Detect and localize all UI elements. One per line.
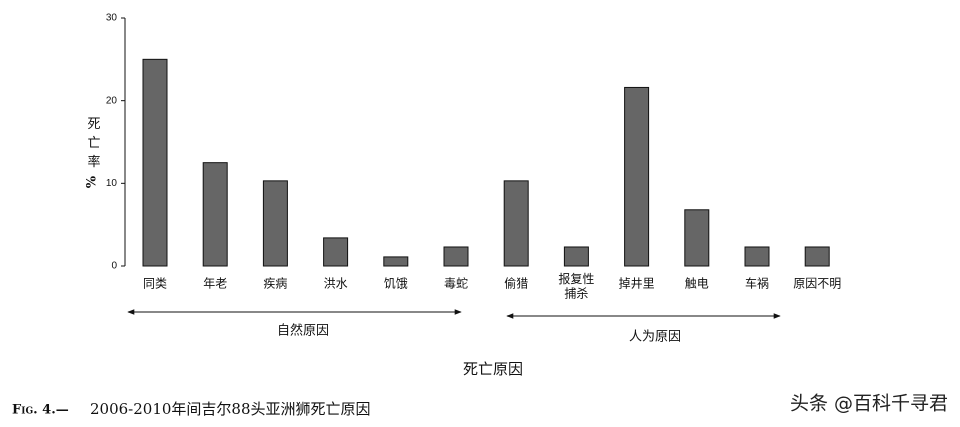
y-axis-label: 死亡率 (85, 117, 101, 174)
watermark: 头条 @百科千寻君 (790, 393, 948, 415)
x-tick-label: 毒蛇 (444, 276, 468, 291)
y-tick-label: 20 (106, 95, 118, 106)
caption: 2006-2010年间吉尔88头亚洲狮死亡原因 (90, 400, 371, 418)
y-axis-unit: % (85, 175, 100, 188)
x-tick-label: 年老 (203, 277, 227, 291)
bar (744, 246, 770, 267)
bar (323, 237, 349, 267)
y-tick-label: 30 (106, 13, 118, 24)
y-tick-label: 0 (111, 261, 117, 272)
group-label: 人为原因 (629, 330, 681, 345)
bar (684, 209, 710, 267)
bar (624, 86, 650, 267)
y-tick-label: 10 (106, 178, 118, 189)
x-tick-label: 同类 (143, 277, 167, 291)
bar (804, 246, 830, 267)
x-tick-label: 偷猎 (504, 276, 528, 291)
x-axis-label: 死亡原因 (463, 360, 523, 378)
bar (142, 58, 168, 267)
caption-prefix: Fig. 4.— (12, 403, 69, 418)
x-tick-label: 疾病 (263, 276, 287, 291)
x-tick-label: 车祸 (745, 276, 769, 291)
bar (563, 246, 589, 267)
x-tick-label: 触电 (685, 277, 709, 291)
x-tick-label: 洪水 (324, 277, 348, 291)
bar (262, 180, 288, 267)
x-tick-label: 报复性捕杀 (558, 271, 594, 300)
x-tick-label: 原因不明 (793, 277, 841, 291)
x-tick-label: 饥饿 (384, 277, 408, 291)
bar (443, 246, 469, 267)
bar (383, 256, 409, 267)
group-label: 自然原因 (277, 323, 329, 339)
bar (202, 162, 228, 267)
bar (503, 180, 529, 267)
x-tick-label: 掉井里 (619, 277, 655, 291)
